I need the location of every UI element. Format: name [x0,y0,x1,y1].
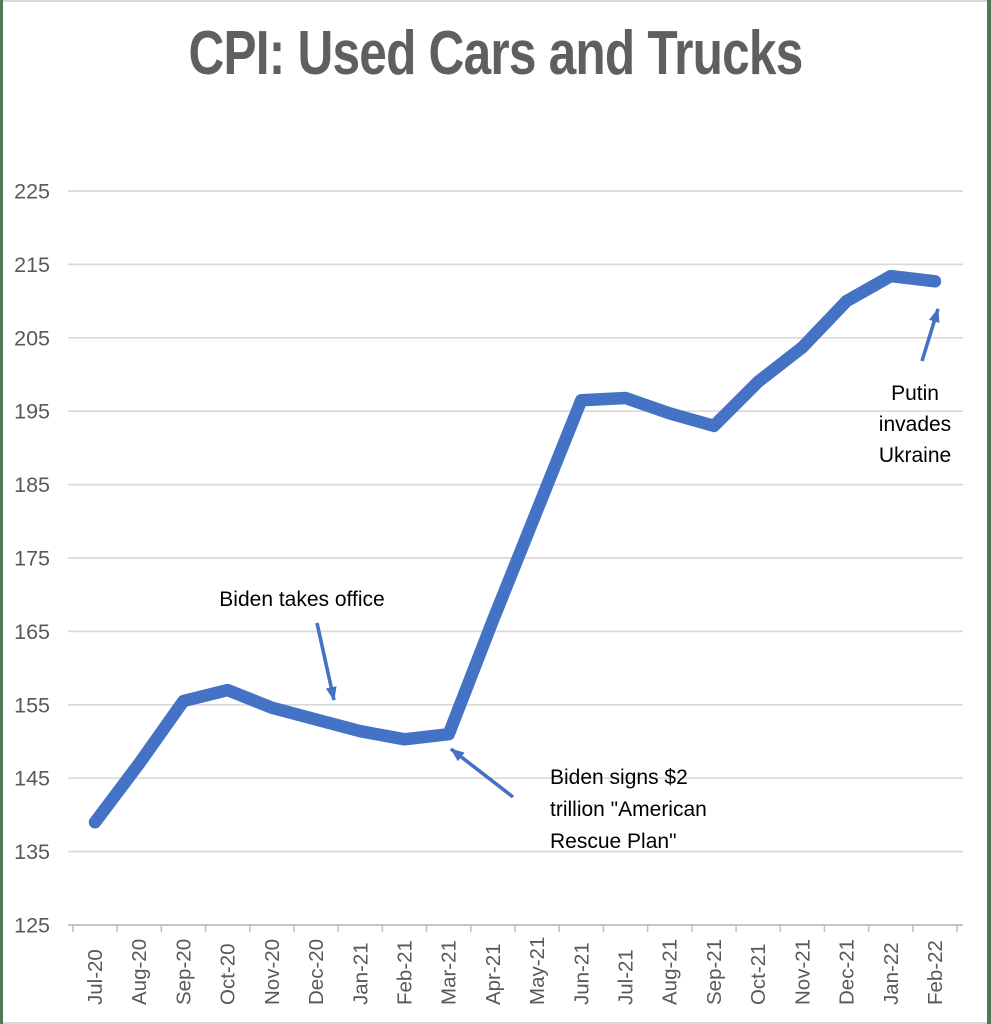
y-axis-label: 185 [14,473,50,497]
x-axis-label: Oct-21 [747,943,770,1005]
x-axis-label: Sep-20 [172,939,195,1005]
x-axis-label: Aug-21 [659,939,682,1005]
x-axis-label: Feb-21 [393,940,416,1005]
annotation-arrow-american-rescue-plan [449,747,515,799]
annotation-text-american-rescue-plan: trillion "American [550,798,707,821]
x-axis-label: Feb-22 [924,940,947,1005]
frame-left-border [0,0,3,1024]
x-axis-label: May-21 [526,937,549,1005]
y-axis-label: 135 [14,840,50,864]
annotation-text-putin-invades-ukraine: Ukraine [879,444,951,467]
frame-right-border [987,0,991,1024]
y-axis-label: 145 [14,767,50,791]
x-axis-label: Jan-21 [349,942,372,1005]
x-axis-label: Mar-21 [438,940,461,1005]
x-axis-label: Dec-21 [836,939,859,1005]
x-axis-label: Jan-22 [880,942,903,1005]
y-axis-label: 125 [14,914,50,938]
x-axis-label: Dec-20 [305,939,328,1005]
x-axis-label: Oct-20 [217,943,240,1005]
chart-title: CPI: Used Cars and Trucks [188,19,804,88]
annotation-arrow-putin-invades-ukraine [920,308,940,362]
frame-bottom-border [0,1022,991,1024]
x-axis-label: Jul-21 [615,949,638,1005]
annotation-text-putin-invades-ukraine: invades [879,413,951,436]
y-axis-label: 225 [14,180,50,204]
annotation-text-putin-invades-ukraine: Putin [891,382,939,405]
y-axis-label: 205 [14,326,50,350]
annotation-text-american-rescue-plan: Biden signs $2 [550,766,688,789]
y-axis-label: 155 [14,693,50,717]
frame-top-border [0,0,991,2]
x-axis-label: Jul-20 [84,949,107,1005]
x-axis-label: Aug-20 [128,939,151,1005]
x-axis-label: Nov-21 [791,939,814,1005]
x-axis-label: Sep-21 [703,939,726,1005]
annotation-text-biden-takes-office: Biden takes office [219,588,384,611]
x-axis-label: Apr-21 [482,943,505,1005]
y-axis-label: 175 [14,547,50,571]
x-axis-label: Jun-21 [570,942,593,1005]
y-axis-label: 215 [14,253,50,277]
cpi-data-line [88,269,942,829]
y-axis-label: 195 [14,400,50,424]
annotation-arrow-biden-takes-office [315,622,337,701]
annotation-text-american-rescue-plan: Rescue Plan" [550,830,677,853]
y-axis-label: 165 [14,620,50,644]
x-axis-label: Nov-20 [261,939,284,1005]
